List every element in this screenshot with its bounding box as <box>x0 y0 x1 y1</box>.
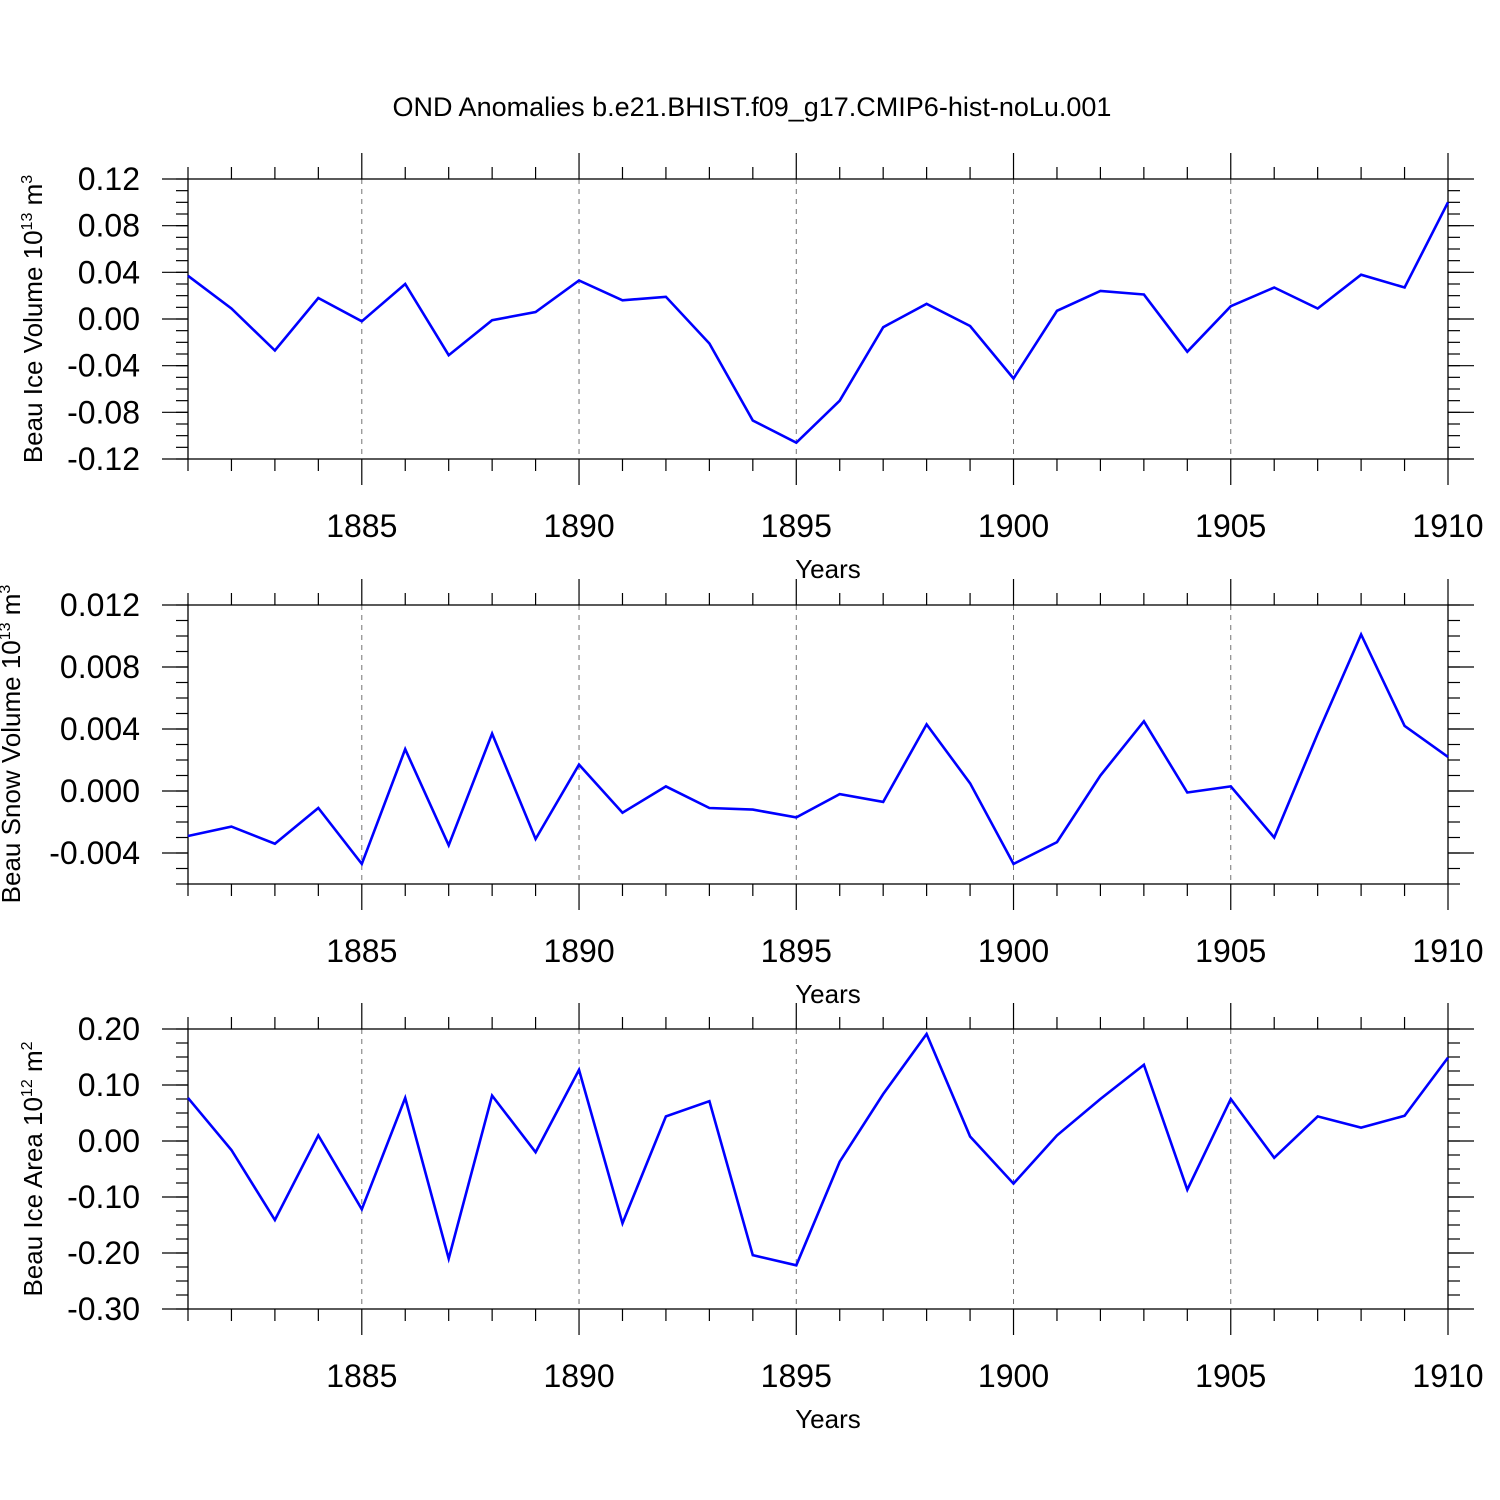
x-axis-label: Years <box>795 979 861 1009</box>
y-tick-label: -0.12 <box>67 441 140 477</box>
x-axis-label: Years <box>795 554 861 584</box>
x-tick-label: 1890 <box>543 1358 614 1394</box>
plot-frame <box>187 178 1449 460</box>
y-tick-label: 0.000 <box>60 773 140 809</box>
plot-frame <box>187 604 1449 885</box>
y-tick-label: 0.012 <box>60 587 140 623</box>
x-tick-label: 1900 <box>978 508 1049 544</box>
x-tick-label: 1885 <box>326 933 397 969</box>
x-tick-label: 1885 <box>326 508 397 544</box>
y-tick-label: 0.00 <box>78 301 140 337</box>
y-tick-label: 0.04 <box>78 254 140 290</box>
panel-2: 0.012 0.008 0.004 0.000 -0.004 1885 1890 1895 19… <box>0 579 1484 1009</box>
y-tick-label: 0.08 <box>78 208 140 244</box>
y-tick-label: 0.10 <box>78 1067 140 1103</box>
y-tick-label: -0.08 <box>67 394 140 430</box>
y-tick-label: 0.00 <box>78 1123 140 1159</box>
chart-title: OND Anomalies b.e21.BHIST.f09_g17.CMIP6-… <box>393 92 1112 122</box>
x-tick-label: 1895 <box>761 933 832 969</box>
x-axis-label: Years <box>795 1404 861 1434</box>
y-tick-label: -0.004 <box>49 835 140 871</box>
y-tick-label: 0.004 <box>60 711 140 747</box>
x-tick-label: 1885 <box>326 1358 397 1394</box>
x-tick-label: 1900 <box>978 933 1049 969</box>
y-tick-label: -0.20 <box>67 1235 140 1271</box>
y-axis-label: Beau Snow Volume 1013 m3 <box>0 585 26 904</box>
x-tick-label: 1905 <box>1195 933 1266 969</box>
y-tick-label: 0.20 <box>78 1011 140 1047</box>
x-tick-label: 1905 <box>1195 508 1266 544</box>
y-axis-label: Beau Ice Area 1012 m2 <box>18 1041 48 1296</box>
panel-1: 0.12 0.08 0.04 0.00 -0.04 -0.08 -0.12 1885 1890 1… <box>18 153 1484 584</box>
x-tick-label: 1900 <box>978 1358 1049 1394</box>
x-tick-label: 1910 <box>1412 933 1483 969</box>
y-tick-label: 0.12 <box>78 161 140 197</box>
x-tick-label: 1895 <box>761 508 832 544</box>
y-axis-label: Beau Ice Volume 1013 m3 <box>18 175 48 463</box>
x-tick-label: 1895 <box>761 1358 832 1394</box>
y-tick-label: -0.10 <box>67 1179 140 1215</box>
series-line-beau-ice-volume <box>187 201 1450 445</box>
x-tick-label: 1890 <box>543 508 614 544</box>
x-tick-label: 1910 <box>1412 508 1483 544</box>
y-tick-label: -0.30 <box>67 1291 140 1327</box>
x-tick-label: 1910 <box>1412 1358 1483 1394</box>
panel-3: 0.20 0.10 0.00 -0.10 -0.20 -0.30 1885 1890 1895 1… <box>18 1003 1484 1434</box>
series-line-beau-ice-area <box>187 1031 1450 1267</box>
y-tick-label: -0.04 <box>67 348 140 384</box>
x-tick-label: 1905 <box>1195 1358 1266 1394</box>
x-tick-label: 1890 <box>543 933 614 969</box>
series-line-beau-snow-volume <box>187 631 1449 867</box>
y-tick-label: 0.008 <box>60 649 140 685</box>
